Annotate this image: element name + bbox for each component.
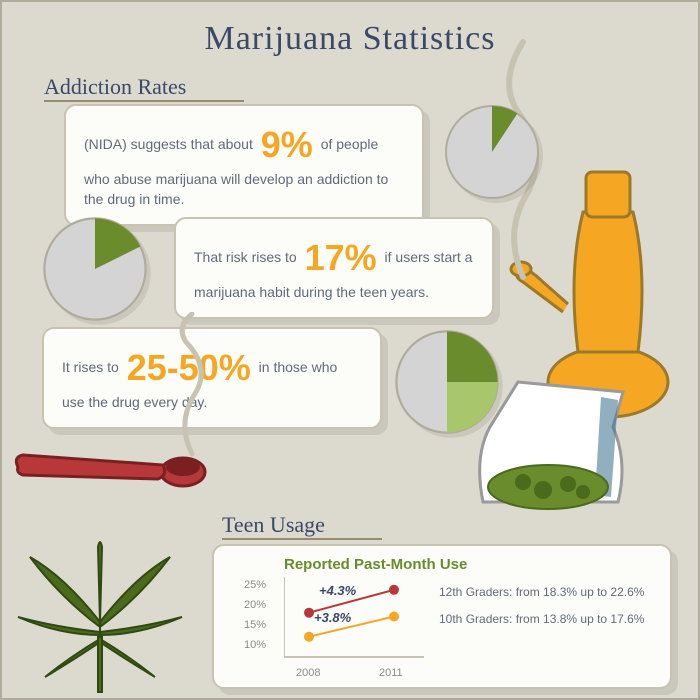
pie-chart-9pct <box>442 102 542 207</box>
chart-area: 25% 20% 15% 10% 2008 2011 +4.3% +3.8% 12… <box>214 577 670 677</box>
bag-illustration <box>463 372 643 512</box>
legend-12th: 12th Graders: from 18.3% up to 22.6% <box>439 585 644 599</box>
infographic-container: Marijuana Statistics Addiction Rates (NI… <box>0 0 700 700</box>
addiction-section-title: Addiction Rates <box>44 74 244 102</box>
x-tick: 2008 <box>296 667 320 679</box>
card-text-pre: (NIDA) suggests that about <box>84 136 253 152</box>
card-big-value: 9% <box>261 124 313 165</box>
teen-section-title: Teen Usage <box>222 512 382 540</box>
legend-10th: 10th Graders: from 13.8% up to 17.6% <box>439 612 644 626</box>
delta-12th: +4.3% <box>319 583 356 598</box>
y-tick: 15% <box>244 619 266 631</box>
card-big-value: 17% <box>305 237 377 278</box>
addiction-card-25-50pct: It rises to 25-50% in those who use the … <box>42 327 382 429</box>
delta-10th: +3.8% <box>314 610 351 625</box>
y-tick: 10% <box>244 639 266 651</box>
pie-chart-17pct <box>40 214 150 329</box>
cannabis-leaf-icon <box>10 527 190 697</box>
x-tick: 2011 <box>379 667 403 679</box>
card-text-pre: It rises to <box>62 359 119 375</box>
line-chart-svg <box>284 577 434 662</box>
chart-title: Reported Past-Month Use <box>214 546 670 577</box>
y-tick: 25% <box>244 579 266 591</box>
smoke-pipe <box>172 312 212 457</box>
page-title: Marijuana Statistics <box>2 2 698 68</box>
card-text-pre: That risk rises to <box>194 249 297 265</box>
teen-usage-chart: Reported Past-Month Use 25% 20% 15% 10% … <box>212 544 672 689</box>
y-tick: 20% <box>244 599 266 611</box>
addiction-card-17pct: That risk rises to 17% if users start a … <box>174 217 494 319</box>
addiction-card-9pct: (NIDA) suggests that about 9% of people … <box>64 104 424 226</box>
